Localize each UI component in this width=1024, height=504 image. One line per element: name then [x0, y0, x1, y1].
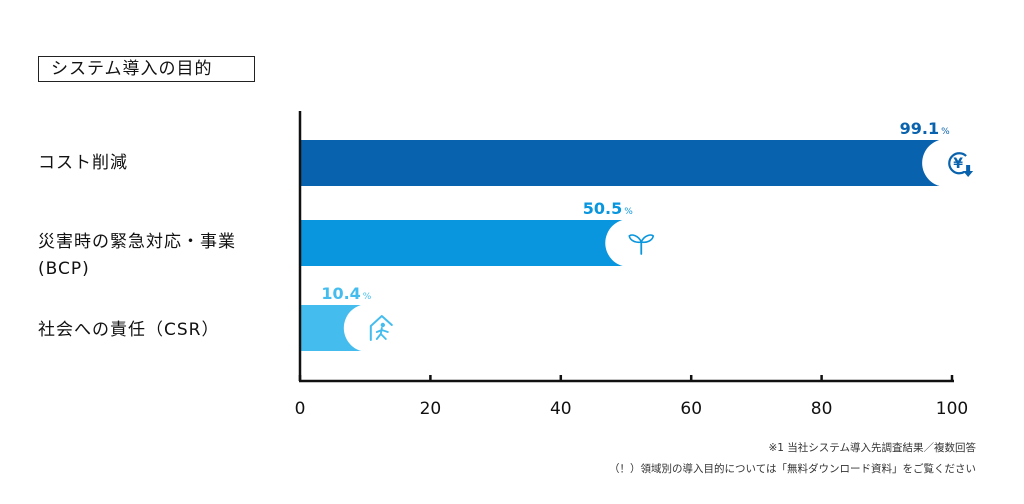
- category-label-line: 災害時の緊急対応・事業: [38, 232, 236, 252]
- data-label-unit: %: [624, 207, 633, 217]
- bar-end-notch-0: [922, 139, 971, 187]
- data-label: 99.1: [900, 119, 939, 138]
- bar-end-notch-1: [605, 219, 654, 267]
- sprout-icon: [628, 234, 655, 255]
- data-label: 10.4: [321, 284, 360, 303]
- person-head: [380, 322, 386, 328]
- bar-0: [300, 140, 947, 186]
- category-label-bcp: 災害時の緊急対応・事業 (BCP): [38, 229, 236, 283]
- data-label-unit: %: [941, 127, 950, 137]
- sprout-leaf-left: [628, 234, 643, 244]
- x-tick-label: 80: [811, 399, 833, 419]
- bar-end-notch-2: [343, 304, 392, 352]
- x-tick-label: 60: [680, 399, 702, 419]
- person-body: [375, 327, 389, 340]
- x-tick-label: 100: [936, 399, 968, 419]
- sprout-leaf-right: [640, 234, 655, 244]
- data-label: 50.5: [583, 199, 622, 218]
- axis-layer: 0 20 40 60 80 100: [295, 111, 968, 419]
- chart-title: システム導入の目的: [38, 56, 255, 82]
- house-exit-icon: [369, 315, 393, 341]
- bars-layer: ¥99.1 %50.5 %10.4%: [300, 119, 974, 352]
- category-label-line: 社会への責任（CSR）: [38, 320, 220, 340]
- yen-circle: [948, 152, 967, 175]
- data-label-unit: %: [363, 292, 372, 302]
- bar-1: [300, 220, 630, 266]
- down-arrow: [963, 165, 974, 177]
- yen-down-icon: ¥: [948, 152, 974, 177]
- x-tick-label: 40: [550, 399, 572, 419]
- x-tick-label: 0: [295, 399, 306, 419]
- category-label-csr: 社会への責任（CSR）: [38, 317, 219, 344]
- yen-glyph: ¥: [953, 156, 963, 172]
- house-outline: [369, 315, 393, 341]
- footnote-download: （！）領域別の導入目的については「無料ダウンロード資料」をご覧ください: [609, 463, 976, 475]
- category-label-cost: コスト削減: [38, 150, 128, 177]
- x-tick-label: 20: [420, 399, 442, 419]
- footnote-survey: ※1 当社システム導入先調査結果／複数回答: [768, 442, 976, 454]
- category-label-line: コスト削減: [38, 153, 128, 173]
- category-label-line: (BCP): [38, 259, 90, 279]
